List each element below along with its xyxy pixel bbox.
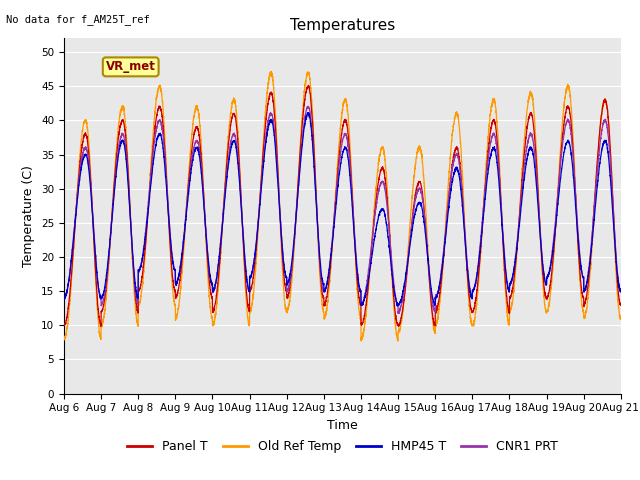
Title: Temperatures: Temperatures bbox=[290, 18, 395, 33]
X-axis label: Time: Time bbox=[327, 419, 358, 432]
Text: No data for f_AM25T_ref: No data for f_AM25T_ref bbox=[6, 14, 150, 25]
Legend: Panel T, Old Ref Temp, HMP45 T, CNR1 PRT: Panel T, Old Ref Temp, HMP45 T, CNR1 PRT bbox=[122, 435, 563, 458]
Text: VR_met: VR_met bbox=[106, 60, 156, 73]
Y-axis label: Temperature (C): Temperature (C) bbox=[22, 165, 35, 267]
